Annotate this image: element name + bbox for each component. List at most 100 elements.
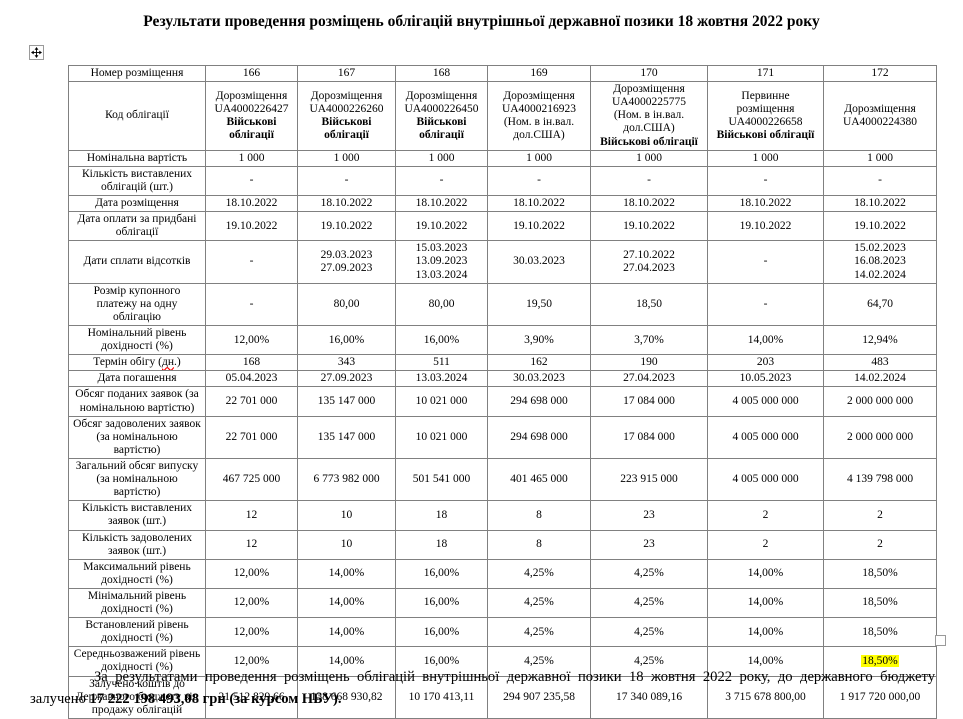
table-cell: 135 147 000 xyxy=(297,386,396,417)
row-label: Загальний обсяг випуску (за номінальною … xyxy=(68,457,206,502)
bond-code-line: UA4000224380 xyxy=(842,115,918,128)
table-resize-handle[interactable] xyxy=(935,635,946,646)
table-cell: 483 xyxy=(823,354,937,372)
table-cell: 4,25% xyxy=(487,617,591,648)
bond-code-line-bold: Військові xyxy=(226,115,277,128)
bond-code-cell: Дорозміщення UA4000226260 Військові облігац… xyxy=(297,81,396,151)
table-cell: - xyxy=(707,240,824,284)
table-cell: 14,00% xyxy=(297,587,396,619)
table-cell: 3,90% xyxy=(487,324,591,356)
bond-code-line: UA4000226658 xyxy=(728,115,803,128)
table-cell: 14,00% xyxy=(707,558,824,589)
table-row: Кількість виставлених заявок (шт.) 12 10 18… xyxy=(68,500,937,531)
row-label: Дати сплати відсотків xyxy=(68,240,206,284)
table-cell: 4 005 000 000 xyxy=(707,415,824,459)
bond-code-line: Дорозміщення xyxy=(215,89,288,102)
table-row: Кількість задоволених заявок (шт.) 12 10 18… xyxy=(68,529,937,560)
table-cell: 18.10.2022 xyxy=(205,194,298,213)
table-row: Дата погашення 05.04.2023 27.09.2023 13.03.… xyxy=(68,370,937,388)
table-cell: 2 000 000 000 xyxy=(823,386,937,417)
bond-code-line: Дорозміщення xyxy=(613,83,685,96)
table-row: Номінальний рівень дохідності (%) 12,00% 1… xyxy=(68,324,937,356)
table-row: Номінальна вартість 1 000 1 000 1 000 1 000 1… xyxy=(68,149,937,167)
table-cell: 4,25% xyxy=(487,646,591,677)
table-row: Загальний обсяг випуску (за номінальною … xyxy=(68,457,937,502)
table-cell: - xyxy=(707,165,824,196)
table-cell: 15.03.2023 13.09.2023 13.03.2024 xyxy=(395,240,488,284)
table-cell: 4,25% xyxy=(590,587,708,619)
table-cell: 10 021 000 xyxy=(395,386,488,417)
bond-code-line: (Ном. в ін.вал. xyxy=(613,109,685,122)
table-cell: 16,00% xyxy=(395,587,488,619)
document-page: Результати проведення розміщень облігаці… xyxy=(0,13,963,719)
table-cell: 2 xyxy=(823,529,937,560)
row-label: Дата оплати за придбані облігації xyxy=(68,211,206,242)
table-cell: 4,25% xyxy=(487,558,591,589)
table-cell: 4 005 000 000 xyxy=(707,457,824,502)
bond-code-line-bold: облігації xyxy=(229,128,274,141)
row-label: Дата погашення xyxy=(68,370,206,388)
table-cell: 294 698 000 xyxy=(487,415,591,459)
table-cell: 1 000 xyxy=(823,149,937,167)
table-cell: 2 xyxy=(823,500,937,531)
table-cell: 4,25% xyxy=(590,617,708,648)
table-cell: 343 xyxy=(297,354,396,372)
bond-code-line: UA4000225775 xyxy=(611,96,687,109)
table-cell: 16,00% xyxy=(297,324,396,356)
placement-number-cell: 172 xyxy=(823,64,937,83)
table-cell: 12,00% xyxy=(205,324,298,356)
table-cell: 190 xyxy=(590,354,708,372)
table-cell: 10 xyxy=(297,529,396,560)
label-text: .) xyxy=(174,356,181,369)
bond-code-line: Первинне xyxy=(741,89,790,102)
bond-code-line: Дорозміщення xyxy=(503,89,575,102)
table-cell: 2 000 000 000 xyxy=(823,415,937,459)
table-cell: 80,00 xyxy=(297,282,396,326)
table-cell: - xyxy=(395,165,488,196)
table-cell: 16,00% xyxy=(395,646,488,677)
table-cell: 1 000 xyxy=(395,149,488,167)
table-cell: 168 xyxy=(205,354,298,372)
table-cell: 18.10.2022 xyxy=(590,194,708,213)
table-move-handle-icon[interactable] xyxy=(29,45,44,60)
table-cell: 19.10.2022 xyxy=(487,211,591,242)
placement-number-cell: 169 xyxy=(487,64,591,83)
row-label: Дата розміщення xyxy=(68,194,206,213)
table-cell: 401 465 000 xyxy=(487,457,591,502)
label-text: Термін обігу ( xyxy=(93,356,162,369)
placement-number-cell: 166 xyxy=(205,64,298,83)
row-label: Обсяг задоволених заявок (за номінальною… xyxy=(68,415,206,459)
table-cell: 3,70% xyxy=(590,324,708,356)
table-row: Розмір купонного платежу на одну облігац… xyxy=(68,282,937,326)
table-cell: 18.10.2022 xyxy=(395,194,488,213)
table-row: Встановлений рівень дохідності (%) 12,00%… xyxy=(68,617,937,648)
table-cell: 1 000 xyxy=(297,149,396,167)
bond-code-line-bold: Військові xyxy=(321,115,372,128)
table-cell: 203 xyxy=(707,354,824,372)
table-cell: 14,00% xyxy=(707,617,824,648)
row-label: Максимальний рівень дохідності (%) xyxy=(68,558,206,589)
table-row-placement-number: Номер розміщення 166 167 168 169 170 171 172 xyxy=(68,64,937,83)
bond-code-line: UA4000226450 xyxy=(404,102,479,115)
table-cell: 19.10.2022 xyxy=(707,211,824,242)
table-cell: 18,50 xyxy=(590,282,708,326)
table-cell: 80,00 xyxy=(395,282,488,326)
table-cell: 14,00% xyxy=(707,646,824,677)
row-label: Номер розміщення xyxy=(68,64,206,83)
table-cell: 10 021 000 xyxy=(395,415,488,459)
table-cell: 23 xyxy=(590,529,708,560)
table-cell: 8 xyxy=(487,529,591,560)
table-cell: 18,50% xyxy=(823,587,937,619)
table-cell: 135 147 000 xyxy=(297,415,396,459)
table-cell: 15.02.2023 16.08.2023 14.02.2024 xyxy=(823,240,937,284)
bond-code-line: UA4000226427 xyxy=(214,102,289,115)
table-cell: 14,00% xyxy=(297,558,396,589)
table-cell: 2 xyxy=(707,500,824,531)
table-cell: 18,50% xyxy=(823,617,937,648)
table-cell: 18,50% xyxy=(823,558,937,589)
table-cell: 16,00% xyxy=(395,558,488,589)
page-title: Результати проведення розміщень облігаці… xyxy=(143,13,820,30)
table-cell: 10.05.2023 xyxy=(707,370,824,388)
bond-code-line: дол.США) xyxy=(513,128,565,141)
bond-code-line-bold: Військові xyxy=(416,115,467,128)
